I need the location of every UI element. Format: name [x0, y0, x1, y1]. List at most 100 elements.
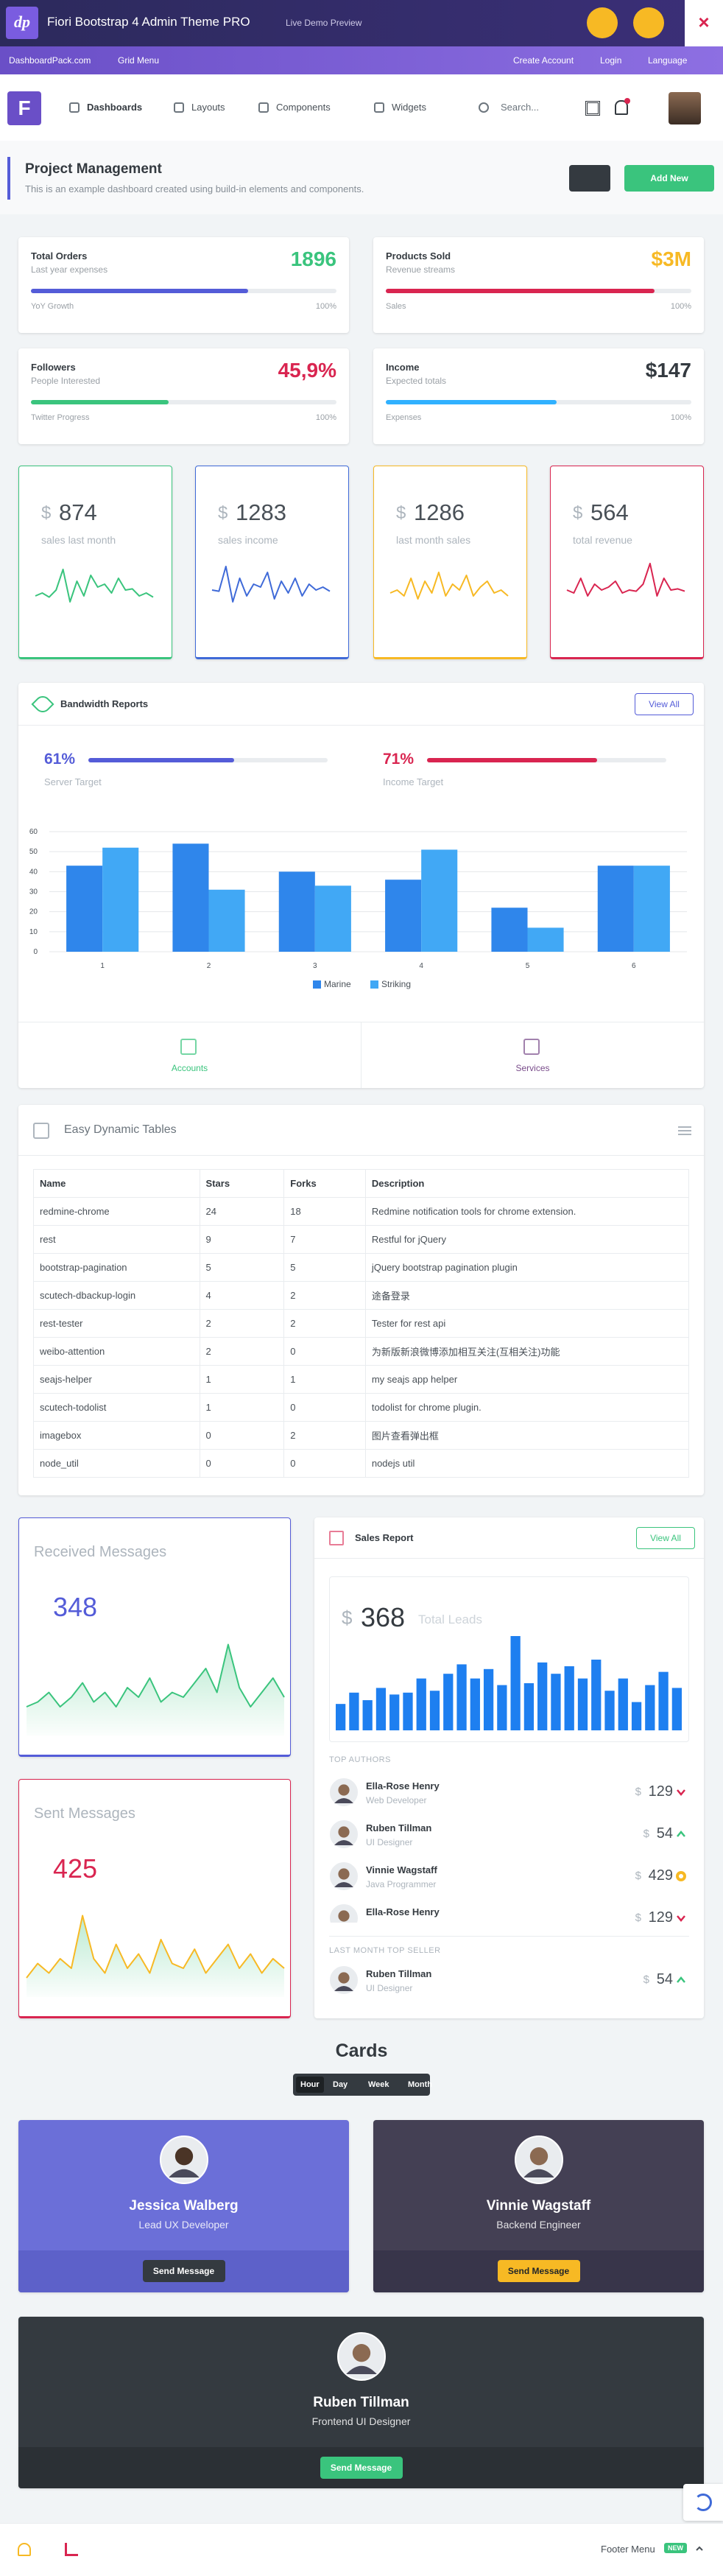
- sub-link[interactable]: Grid Menu: [118, 55, 160, 66]
- column-header[interactable]: Forks: [283, 1169, 366, 1198]
- table-row: node_util 0 0 nodejs util: [33, 1449, 690, 1478]
- sub-link[interactable]: Login: [600, 55, 622, 66]
- y-tick-label: 60: [29, 828, 38, 836]
- header-line: [314, 1558, 704, 1559]
- tab-label: Accounts: [171, 1063, 208, 1073]
- table-cell: 0: [283, 1449, 366, 1478]
- chevron: [696, 2546, 703, 2551]
- bell-icon[interactable]: [615, 100, 628, 115]
- table-cell: scutech-dbackup-login: [33, 1281, 200, 1310]
- search-box[interactable]: Search...: [501, 102, 540, 113]
- close-button[interactable]: ×: [685, 0, 723, 46]
- currency: $: [635, 1912, 641, 1923]
- star-button[interactable]: [569, 165, 610, 192]
- profile-card: Ruben Tillman Frontend UI Designer Send Me…: [18, 2317, 704, 2488]
- sales-bar: [604, 1691, 615, 1730]
- chevron-path: [696, 2546, 703, 2551]
- person-name: Ella-Rose Henry: [366, 1906, 440, 1917]
- refresh-button[interactable]: [683, 2484, 723, 2521]
- table-row: scutech-dbackup-login 4 2 途备登录: [33, 1281, 690, 1310]
- table-cell: Restful for jQuery: [364, 1225, 690, 1254]
- currency: $: [218, 503, 228, 523]
- icon-button[interactable]: [633, 7, 664, 38]
- legend-swatch: [370, 980, 378, 989]
- avatar-body: [334, 1798, 353, 1803]
- table-cell: jQuery bootstrap pagination plugin: [364, 1253, 690, 1282]
- table-cell: 图片查看弹出框: [364, 1421, 690, 1450]
- section-heading: Cards: [335, 2040, 388, 2061]
- sub-link[interactable]: Language: [648, 55, 688, 66]
- header-icon: [329, 1531, 344, 1545]
- nav-item[interactable]: Layouts: [191, 102, 225, 113]
- menu-icon[interactable]: [678, 1126, 691, 1135]
- time-tab[interactable]: Week: [368, 2080, 389, 2089]
- avatar-head: [529, 2147, 548, 2166]
- refresh-icon: [694, 2493, 712, 2511]
- avatar-body: [334, 1840, 353, 1845]
- table-cell: 1: [199, 1393, 285, 1422]
- trend-icon: [677, 1789, 685, 1796]
- sub-link[interactable]: DashboardPack.com: [9, 55, 91, 66]
- trend-icon: [677, 1915, 685, 1922]
- view-all-button[interactable]: View All: [635, 693, 694, 715]
- column-header[interactable]: Description: [364, 1169, 690, 1198]
- sales-bar: [497, 1685, 507, 1730]
- progress-label: Sales: [386, 302, 406, 311]
- add-button[interactable]: Add New: [624, 165, 714, 192]
- y-tick-label: 20: [29, 908, 38, 916]
- time-tab[interactable]: Day: [333, 2080, 348, 2089]
- footer-menu[interactable]: Footer Menu: [601, 2544, 655, 2555]
- view-all-button[interactable]: View All: [636, 1527, 695, 1549]
- sub-bar: DashboardPack.com Grid Menu Create Account…: [0, 46, 723, 74]
- stat-card: $1283 sales income: [195, 466, 349, 659]
- nav-item[interactable]: Components: [276, 102, 331, 113]
- person-role: UI Designer: [366, 1837, 413, 1847]
- time-tab[interactable]: Hour: [296, 2077, 324, 2093]
- y-tick-label: 40: [29, 868, 38, 876]
- sub-link[interactable]: Create Account: [513, 55, 574, 66]
- user-avatar[interactable]: [669, 92, 701, 124]
- footer-icon[interactable]: [65, 2543, 78, 2556]
- avatar-body: [168, 2169, 200, 2177]
- table-cell: Redmine notification tools for chrome ex…: [364, 1197, 690, 1226]
- avatar-head: [338, 1826, 350, 1838]
- table-cell: 4: [199, 1281, 285, 1310]
- sparkline: [35, 569, 154, 603]
- send-button[interactable]: Send Message: [320, 2457, 403, 2479]
- column-header[interactable]: Stars: [199, 1169, 285, 1198]
- sales-bar: [537, 1662, 548, 1730]
- card-title: Income: [386, 362, 420, 373]
- currency: $: [573, 503, 583, 523]
- profile-name: Ruben Tillman: [313, 2395, 409, 2410]
- footer-icon[interactable]: [18, 2543, 31, 2556]
- column-header[interactable]: Name: [33, 1169, 200, 1198]
- avatar-head: [338, 1910, 350, 1922]
- nav-icon: [374, 102, 384, 113]
- tab[interactable]: Accounts: [18, 1022, 361, 1088]
- card-title: Followers: [31, 362, 76, 373]
- avatar-head: [338, 1972, 350, 1984]
- tab[interactable]: Services: [362, 1022, 704, 1088]
- send-button[interactable]: Send Message: [142, 2260, 225, 2282]
- avatar-head: [352, 2344, 370, 2362]
- progress-fill: [386, 400, 557, 404]
- send-button[interactable]: Send Message: [497, 2260, 580, 2282]
- main-nav: F Dashboards Layouts Components Widgets Searc…: [0, 74, 723, 141]
- sales-bar: [389, 1694, 400, 1730]
- table-cell: seajs-helper: [33, 1365, 200, 1394]
- nav-icon: [174, 102, 184, 113]
- x-tick-label: 1: [100, 962, 105, 970]
- icon-button[interactable]: [587, 7, 618, 38]
- time-tab[interactable]: Month: [408, 2080, 432, 2089]
- nav-item[interactable]: Dashboards: [87, 102, 143, 113]
- y-tick-label: 50: [29, 848, 38, 856]
- grid-icon[interactable]: [585, 101, 600, 116]
- nav-item[interactable]: Widgets: [392, 102, 426, 113]
- trend-arrow: [677, 1789, 685, 1796]
- table-row: imagebox 0 2 图片查看弹出框: [33, 1421, 690, 1450]
- tab-label: Services: [515, 1063, 550, 1073]
- table-cell: 5: [199, 1253, 285, 1282]
- avatar-body: [334, 1882, 353, 1887]
- footer: Footer Menu NEW: [0, 2523, 723, 2576]
